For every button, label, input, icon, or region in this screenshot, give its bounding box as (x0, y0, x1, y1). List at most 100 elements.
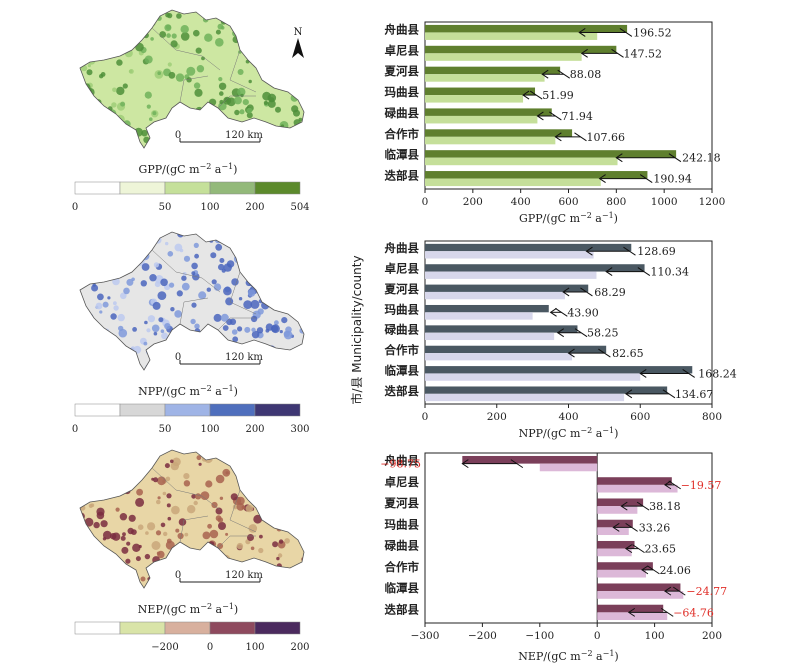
x-axis-label: NEP/(gC m−2 a−1) (518, 649, 618, 663)
data-label: 147.52 (624, 47, 663, 60)
error-bar-cap (585, 246, 593, 256)
legend-swatch (254, 621, 301, 635)
scale-zero-label: 0 (175, 130, 181, 141)
error-bar-cap (641, 565, 649, 575)
bar-series-2 (425, 115, 538, 124)
error-bar-cap (662, 389, 676, 399)
legend-swatch (209, 403, 256, 417)
bar-series-1 (425, 108, 552, 116)
region-fill (80, 232, 304, 370)
error-bar-cap (598, 174, 606, 183)
bar-series-1 (425, 284, 589, 292)
error-bar-cap (664, 586, 672, 596)
x-tick-label: 600 (630, 411, 650, 423)
x-tick-label: 1200 (699, 196, 726, 208)
legend-tick-label: 50 (159, 202, 172, 213)
legend-title: NPP/(gC m−2 a−1) (138, 384, 238, 398)
legend-tick-label: 200 (290, 642, 309, 653)
bar-series-1 (597, 477, 672, 485)
x-tick-label: 400 (558, 411, 578, 423)
x-tick-label: 100 (645, 630, 665, 642)
bar-series-1 (425, 243, 632, 252)
map-panel-1: N 0 120 km GPP/(gC m−2 a−1) 0 50 100 200 504 (72, 9, 310, 213)
scale-bar: 0 120 km (175, 352, 263, 365)
bar-series-2 (539, 463, 598, 472)
bar-series-1 (425, 366, 693, 374)
bar-series-2 (597, 506, 638, 514)
scale-zero-label: 0 (175, 352, 181, 363)
bar-series-2 (597, 527, 629, 536)
legend-swatch (254, 403, 301, 417)
region-outline (79, 9, 305, 149)
category-label: 夏河县 (385, 64, 420, 78)
bar-series-2 (425, 271, 597, 279)
category-label: 迭部县 (385, 169, 420, 183)
legend-swatch (74, 403, 121, 417)
error-bar-cap (567, 348, 575, 358)
error-bar-cap (611, 48, 624, 58)
bar-series-2 (425, 393, 625, 402)
bar-series-1 (597, 562, 653, 570)
error-bar-cap (541, 69, 549, 79)
error-bar-cap (510, 459, 524, 469)
bar-series-1 (597, 583, 681, 592)
data-label: 128.69 (637, 245, 676, 258)
legend-swatch (74, 181, 121, 195)
category-label: 临潭县 (385, 581, 420, 595)
x-tick-label: 1000 (651, 196, 678, 208)
bar-series-1 (425, 129, 573, 137)
bar-series-2 (597, 484, 678, 493)
category-label: 舟曲县 (385, 454, 420, 468)
category-label: 临潭县 (385, 148, 420, 162)
error-bar-cap (637, 267, 651, 276)
category-label: 卓尼县 (385, 262, 420, 276)
legend-tick-label: 0 (72, 202, 78, 213)
data-label: 190.94 (653, 173, 692, 186)
legend-tick-label: 300 (290, 424, 309, 435)
category-label: 迭部县 (385, 384, 420, 398)
data-label: 196.52 (633, 26, 672, 39)
region-outline (79, 449, 305, 589)
county-boundaries (151, 467, 257, 549)
data-label: 24.06 (659, 564, 691, 577)
legend-swatch (164, 403, 211, 417)
x-tick-label: 600 (558, 196, 578, 208)
error-bar-cap (549, 111, 562, 121)
category-label: 碌曲县 (385, 539, 420, 553)
category-label: 合作市 (385, 127, 420, 141)
category-label: 夏河县 (385, 282, 420, 296)
category-label: 碌曲县 (385, 106, 420, 120)
category-label: 卓尼县 (385, 475, 420, 489)
legend-title: GPP/(gC m−2 a−1) (139, 162, 238, 176)
x-axis-label: GPP/(gC m−2 a−1) (519, 211, 618, 225)
x-tick-label: −300 (411, 630, 440, 642)
legend-swatch (164, 621, 211, 635)
bar-series-1 (462, 455, 598, 464)
bar-series-1 (597, 498, 644, 507)
data-label: 88.08 (570, 68, 602, 81)
legend-tick-label: 100 (245, 642, 264, 653)
error-bar-cap (549, 307, 557, 317)
bar-series-2 (425, 136, 556, 145)
error-bar-cap (461, 459, 469, 469)
category-label: 临潭县 (385, 363, 420, 377)
x-tick-label: 200 (702, 630, 722, 642)
data-label: 33.26 (639, 521, 671, 534)
error-bar-cap (612, 522, 620, 532)
error-bar-cap (522, 90, 530, 100)
legend-tick-label: 100 (200, 424, 219, 435)
error-bar-cap (562, 287, 570, 297)
x-axis-label: NPP/(gC m−2 a−1) (519, 426, 619, 440)
error-bar-cap (624, 544, 633, 554)
data-label: 68.29 (594, 286, 626, 299)
scale-distance-label: 120 km (225, 352, 263, 363)
legend-colorbar: 0 50 100 200 300 (72, 403, 310, 435)
legend-swatch (119, 181, 166, 195)
x-tick-label: 200 (463, 196, 483, 208)
error-bar-cap (639, 369, 647, 378)
bar-series-1 (597, 519, 633, 528)
category-label: 迭部县 (385, 602, 420, 616)
bar-series-1 (425, 345, 607, 354)
category-label: 合作市 (385, 560, 420, 574)
category-label: 玛曲县 (385, 302, 420, 316)
